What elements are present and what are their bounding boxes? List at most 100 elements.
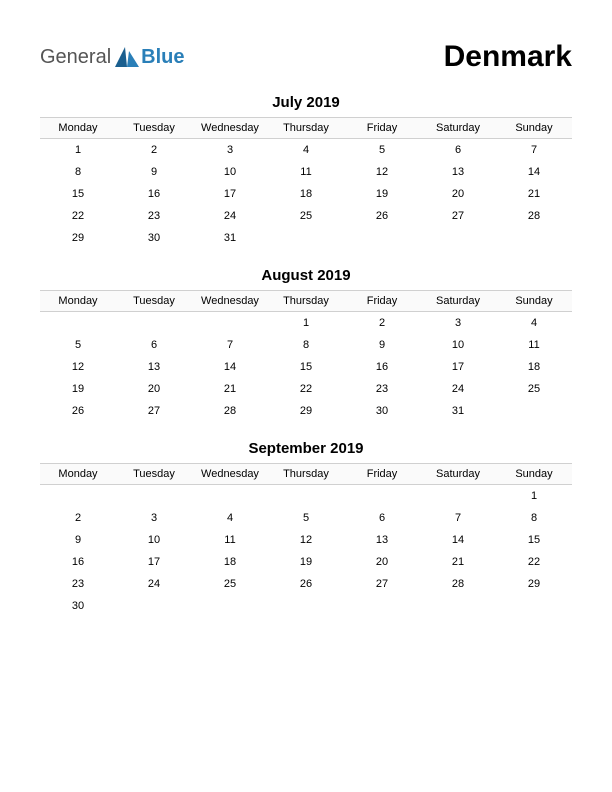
calendar-cell: 24 (192, 205, 268, 227)
calendar-cell: 7 (420, 507, 496, 529)
calendar-cell (268, 485, 344, 508)
calendar-table: MondayTuesdayWednesdayThursdayFridaySatu… (40, 463, 572, 617)
calendar-cell: 4 (496, 312, 572, 335)
calendar-cell: 11 (268, 161, 344, 183)
weekday-header: Monday (40, 291, 116, 312)
weekday-header: Wednesday (192, 291, 268, 312)
calendar-row: 30 (40, 595, 572, 617)
month-block: September 2019 MondayTuesdayWednesdayThur… (40, 440, 572, 617)
calendar-cell: 20 (420, 183, 496, 205)
calendar-cell: 17 (116, 551, 192, 573)
calendar-cell: 27 (420, 205, 496, 227)
calendar-row: 891011121314 (40, 161, 572, 183)
calendar-cell: 13 (344, 529, 420, 551)
calendar-row: 1 (40, 485, 572, 508)
calendar-cell (344, 595, 420, 617)
calendar-cell: 5 (268, 507, 344, 529)
calendar-cell (420, 595, 496, 617)
calendar-cell: 12 (268, 529, 344, 551)
calendar-cell: 7 (496, 139, 572, 162)
calendar-cell (496, 400, 572, 422)
calendar-cell: 26 (268, 573, 344, 595)
weekday-header: Sunday (496, 464, 572, 485)
calendar-cell: 1 (40, 139, 116, 162)
calendar-cell: 12 (344, 161, 420, 183)
calendar-cell: 27 (344, 573, 420, 595)
calendar-cell (344, 485, 420, 508)
calendar-cell (496, 227, 572, 249)
weekday-header: Sunday (496, 291, 572, 312)
calendar-cell: 21 (192, 378, 268, 400)
calendar-row: 262728293031 (40, 400, 572, 422)
calendar-cell: 21 (496, 183, 572, 205)
calendar-cell: 20 (116, 378, 192, 400)
calendar-cell: 14 (192, 356, 268, 378)
month-title: August 2019 (40, 267, 572, 284)
calendar-table: MondayTuesdayWednesdayThursdayFridaySatu… (40, 290, 572, 422)
calendar-cell: 14 (496, 161, 572, 183)
weekday-header: Thursday (268, 118, 344, 139)
calendar-cell: 17 (192, 183, 268, 205)
calendar-cell: 23 (344, 378, 420, 400)
calendar-cell: 4 (268, 139, 344, 162)
calendar-cell: 16 (40, 551, 116, 573)
calendar-cell: 22 (496, 551, 572, 573)
calendar-cell: 10 (420, 334, 496, 356)
month-title: September 2019 (40, 440, 572, 457)
calendar-cell: 2 (116, 139, 192, 162)
calendar-cell: 19 (344, 183, 420, 205)
calendar-table: MondayTuesdayWednesdayThursdayFridaySatu… (40, 117, 572, 249)
calendar-cell: 8 (268, 334, 344, 356)
calendar-cell: 9 (116, 161, 192, 183)
weekday-header: Sunday (496, 118, 572, 139)
calendar-cell: 23 (40, 573, 116, 595)
calendar-cell: 15 (496, 529, 572, 551)
calendar-cell: 27 (116, 400, 192, 422)
calendar-cell: 12 (40, 356, 116, 378)
calendar-cell: 17 (420, 356, 496, 378)
calendar-cell (116, 595, 192, 617)
month-title: July 2019 (40, 94, 572, 111)
calendar-cell: 15 (40, 183, 116, 205)
calendar-cell (420, 485, 496, 508)
weekday-header: Saturday (420, 464, 496, 485)
calendar-row: 1234 (40, 312, 572, 335)
calendar-row: 9101112131415 (40, 529, 572, 551)
weekday-header: Wednesday (192, 118, 268, 139)
calendar-cell: 10 (192, 161, 268, 183)
calendar-row: 15161718192021 (40, 183, 572, 205)
calendar-cell: 3 (420, 312, 496, 335)
calendar-row: 19202122232425 (40, 378, 572, 400)
weekday-header: Saturday (420, 291, 496, 312)
calendar-cell: 24 (420, 378, 496, 400)
calendar-row: 23242526272829 (40, 573, 572, 595)
calendar-cell: 11 (496, 334, 572, 356)
calendar-row: 1234567 (40, 139, 572, 162)
calendar-cell (420, 227, 496, 249)
logo-text-blue: Blue (141, 46, 184, 69)
calendar-cell: 18 (496, 356, 572, 378)
logo: General Blue (40, 46, 185, 69)
calendar-cell: 30 (116, 227, 192, 249)
calendar-cell (116, 312, 192, 335)
calendar-cell: 8 (40, 161, 116, 183)
calendar-cell (268, 227, 344, 249)
calendar-cell (192, 595, 268, 617)
calendar-cell: 3 (192, 139, 268, 162)
calendar-cell: 8 (496, 507, 572, 529)
weekday-header: Monday (40, 118, 116, 139)
calendar-cell (192, 312, 268, 335)
calendar-cell: 31 (420, 400, 496, 422)
calendar-cell: 5 (344, 139, 420, 162)
calendar-cell: 18 (192, 551, 268, 573)
calendar-cell: 22 (268, 378, 344, 400)
calendar-cell: 6 (344, 507, 420, 529)
page-title: Denmark (444, 40, 572, 74)
calendar-cell: 26 (40, 400, 116, 422)
calendar-cell: 1 (268, 312, 344, 335)
calendar-cell: 16 (344, 356, 420, 378)
calendar-cell (192, 485, 268, 508)
calendar-cell: 30 (344, 400, 420, 422)
calendar-cell: 29 (496, 573, 572, 595)
calendar-cell (116, 485, 192, 508)
